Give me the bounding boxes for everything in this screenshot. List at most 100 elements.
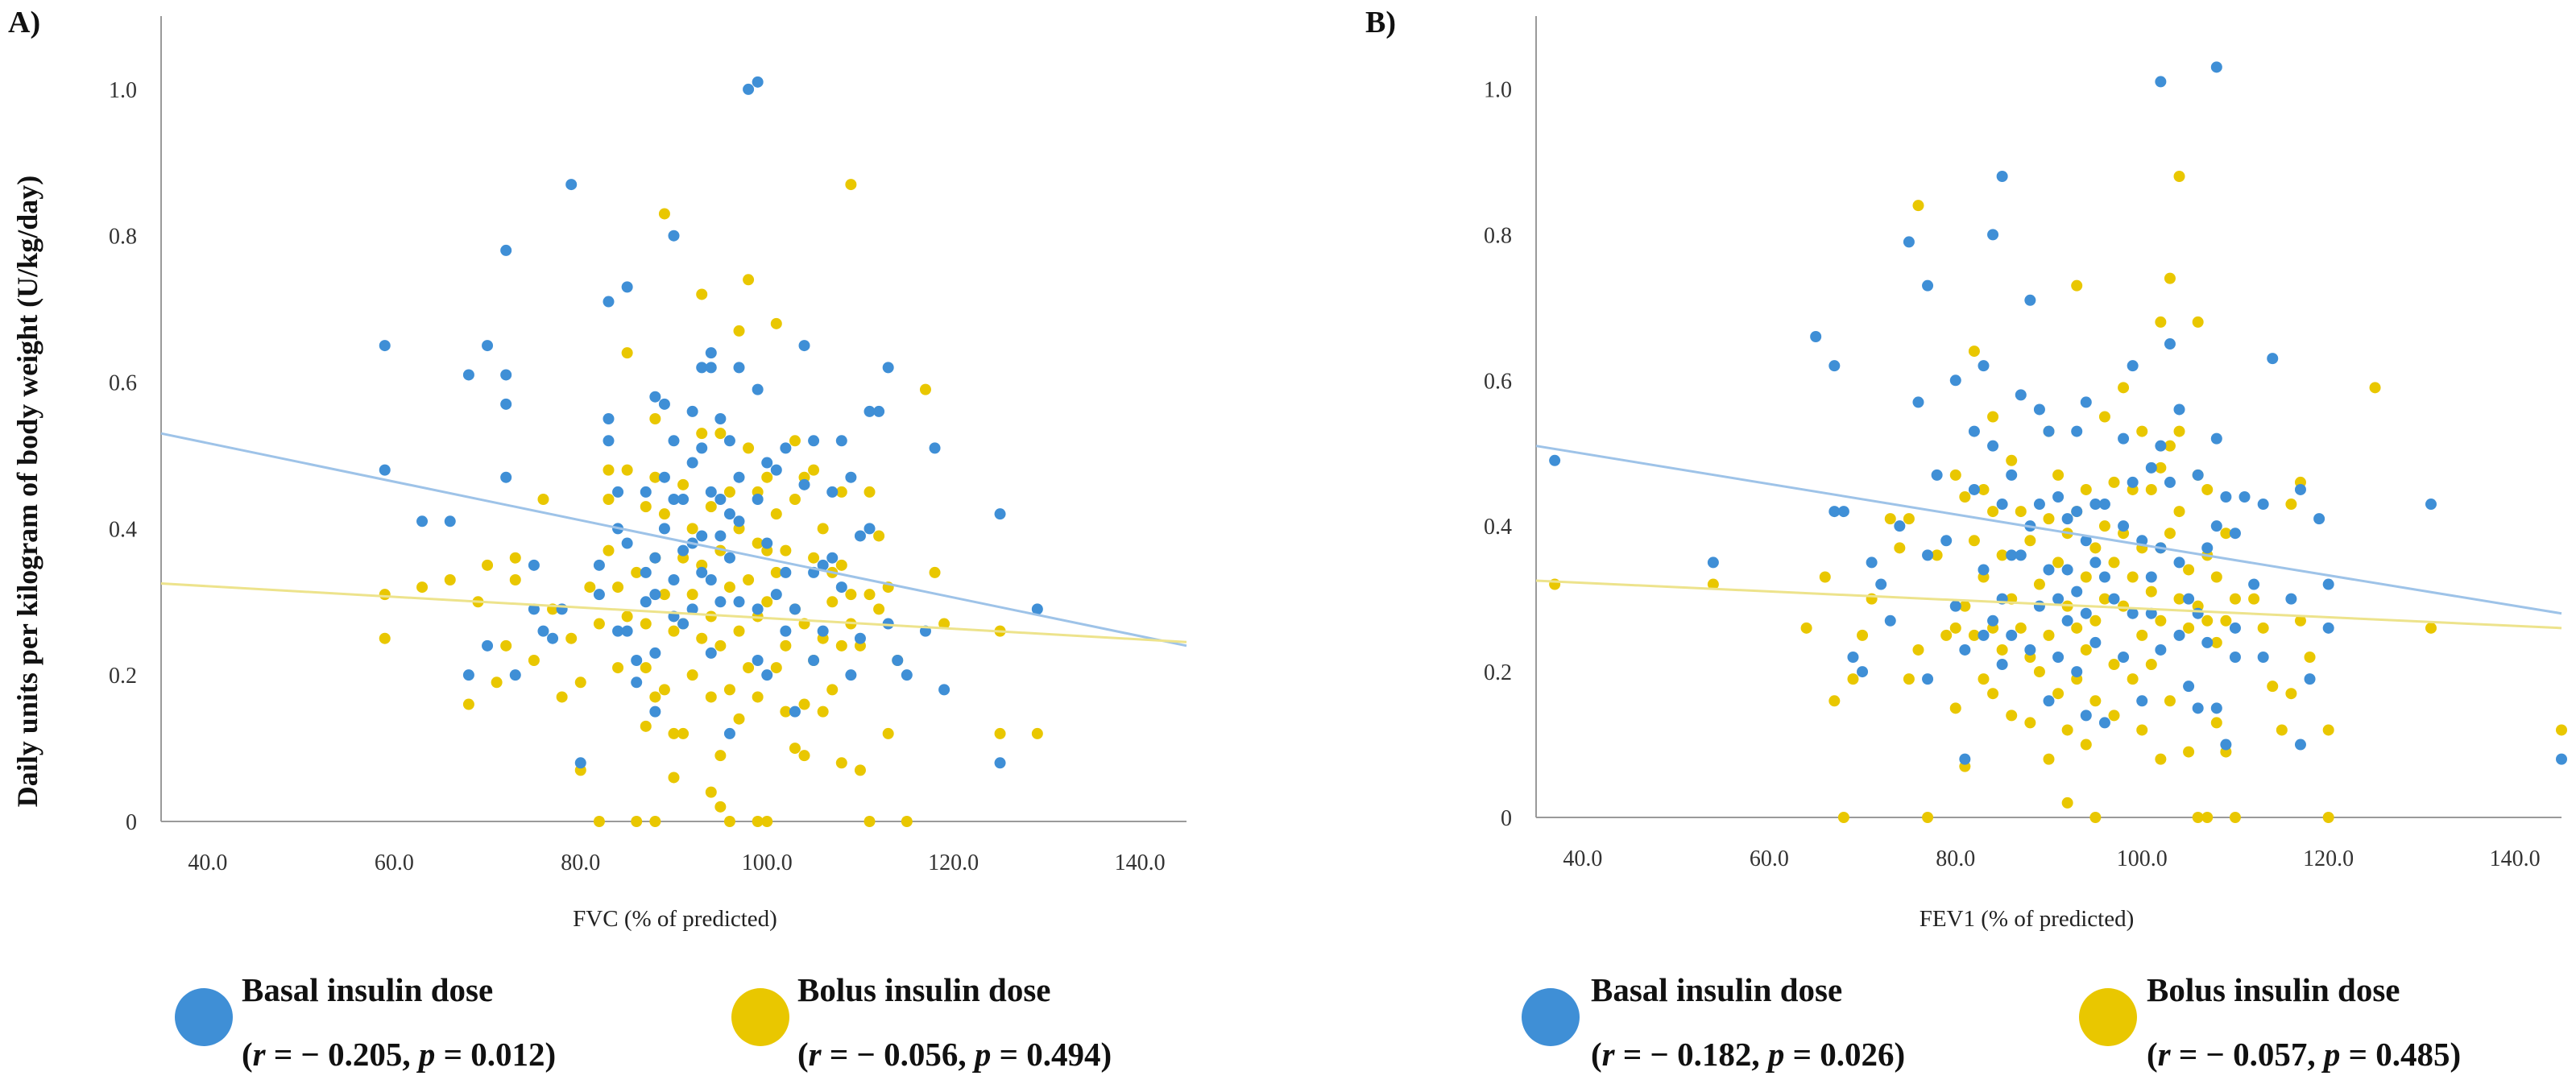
legend-item-bolus-b: Bolus insulin dose (r = − 0.057, p = 0.4… [2079, 971, 2461, 1073]
bolus-point [668, 727, 680, 739]
basal-point [817, 625, 829, 637]
bolus-point [1996, 549, 2008, 561]
bolus-point [714, 428, 727, 440]
basal-point [1875, 578, 1887, 590]
basal-point [2229, 622, 2241, 634]
bolus-point [482, 559, 494, 571]
scatter-plot-a: 0 0.2 0.4 0.6 0.8 1.0 40.0 60.0 80.0 100.0 120.0 14… [109, 16, 1187, 875]
basal-point [2118, 432, 2130, 445]
basal-point [2118, 652, 2130, 663]
bolus-point [1968, 629, 1980, 641]
basal-point [528, 603, 540, 615]
bolus-point [752, 691, 764, 703]
basal-point [835, 581, 847, 594]
bolus-point [696, 428, 708, 440]
bolus-point [1894, 542, 1906, 554]
bolus-point [603, 464, 615, 476]
legend-basal-stat-b: (r = − 0.182, p = 0.026) [1591, 1036, 1905, 1073]
bolus-point [593, 816, 605, 827]
bolus-point [2006, 710, 2018, 722]
bolus-point [2080, 643, 2092, 656]
basal-trend-line-b [1535, 445, 2562, 615]
bolus-point [2173, 425, 2185, 437]
basal-point [1959, 643, 1971, 656]
bolus-point [2183, 564, 2195, 576]
bolus-point [2322, 724, 2334, 736]
bolus-point [882, 727, 894, 739]
basal-point [2098, 499, 2110, 511]
bolus-point [621, 610, 633, 623]
legend-item-basal-a: Basal insulin dose (r = − 0.205, p = 0.0… [175, 971, 556, 1073]
basal-point [686, 457, 698, 469]
x-tick-label: 100.0 [2117, 846, 2168, 871]
bolus-point [379, 589, 391, 601]
basal-point [2192, 702, 2204, 714]
y-tick-label: 0.8 [1484, 223, 1512, 248]
x-tick-label: 120.0 [928, 850, 979, 875]
bolus-point [2089, 542, 2102, 554]
basal-point [2155, 440, 2167, 452]
basal-point [705, 647, 717, 659]
bolus-point [789, 743, 801, 755]
bolus-point [1968, 535, 1980, 547]
bolus-point [1828, 695, 1841, 707]
bolus-point [1903, 513, 1915, 525]
bolus-point [1912, 200, 1924, 212]
basal-point [482, 340, 494, 352]
basal-point [379, 464, 391, 476]
basal-point [668, 574, 680, 585]
bolus-point [705, 501, 717, 513]
basal-point [752, 76, 764, 88]
basal-point [1968, 425, 1980, 437]
basal-point [733, 596, 745, 608]
basal-point [994, 508, 1006, 520]
bolus-point [2136, 724, 2148, 736]
bolus-point [752, 816, 764, 827]
basal-point [761, 537, 773, 549]
bolus-point [789, 435, 801, 447]
bolus-point [938, 618, 950, 630]
bolus-point [2322, 812, 2334, 823]
basal-point [500, 244, 512, 256]
legend-basal-stat-a: (r = − 0.205, p = 0.012) [242, 1036, 556, 1073]
bolus-point [770, 317, 782, 329]
basal-point [994, 757, 1006, 769]
bolus-point [723, 581, 735, 594]
panel-label-b: B) [1365, 6, 1396, 39]
basal-point [854, 530, 866, 542]
bolus-point [2210, 571, 2222, 583]
basal-point [649, 647, 661, 659]
basal-point [631, 676, 643, 689]
basal-point [444, 515, 456, 528]
bolus-point [1959, 491, 1971, 503]
bolus-point [2015, 622, 2027, 634]
bolus-legend-marker [731, 988, 789, 1046]
basal-point [714, 413, 727, 424]
bolus-point [798, 698, 810, 710]
basal-point [1837, 506, 1849, 518]
bolus-point [696, 288, 708, 300]
bolus-point [2145, 585, 2157, 598]
bolus-point [798, 750, 810, 762]
basal-point [798, 340, 810, 352]
bolus-point [2098, 520, 2110, 532]
basal-point [696, 530, 708, 542]
basal-point [1866, 556, 1878, 569]
basal-point [2127, 360, 2139, 372]
bolus-point [2285, 688, 2297, 700]
bolus-point [2108, 476, 2120, 488]
basal-point [1922, 279, 1934, 292]
bolus-point [2173, 506, 2185, 518]
basal-point [2220, 739, 2232, 751]
bolus-point [826, 684, 839, 696]
basal-point [1949, 600, 1961, 612]
bolus-point [491, 676, 503, 689]
basal-point [1959, 753, 1971, 765]
bolus-point [686, 669, 698, 681]
bolus-point [2071, 279, 2083, 292]
basal-point [1857, 666, 1869, 678]
basal-point [2220, 491, 2232, 503]
basal-point [2098, 717, 2110, 729]
basal-point [668, 230, 680, 242]
basal-point [705, 347, 717, 359]
